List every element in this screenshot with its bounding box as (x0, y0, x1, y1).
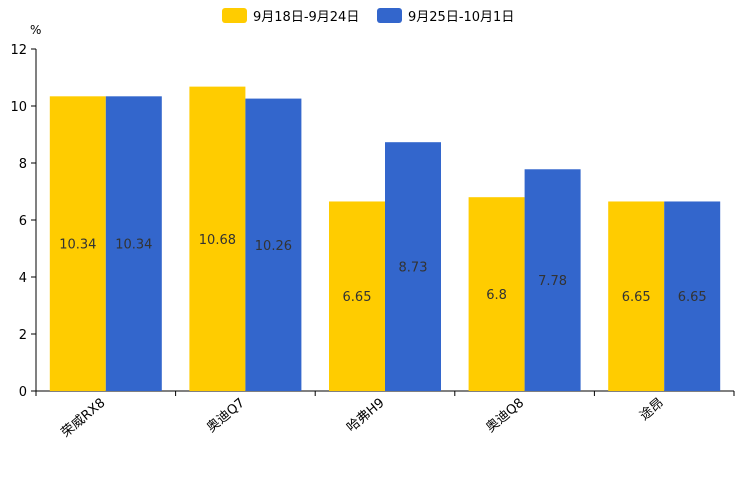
bar-value-label: 10.68 (199, 233, 236, 248)
bar-series-2 (664, 201, 721, 391)
x-category-label: 哈弗H9 (344, 396, 387, 436)
y-tick-label: 10 (10, 100, 27, 115)
x-category-label: 荣威RX8 (59, 396, 109, 441)
bar-series-1 (329, 201, 385, 391)
bar-value-label: 7.78 (538, 274, 567, 289)
data-labels: 10.34 10.68 6.65 6.8 6.65 10.34 10.26 8.73 7.78 6… (59, 233, 706, 305)
bar-series-2 (524, 169, 581, 391)
bar-series-1 (608, 201, 665, 391)
legend: 9月18日-9月24日 9月25日-10月1日 (222, 8, 514, 25)
bar-series-2 (105, 96, 162, 391)
y-axis: 0 2 4 6 8 10 12 (10, 43, 37, 400)
legend-label: 9月25日-10月1日 (408, 10, 514, 25)
bar-series-1 (468, 197, 525, 391)
y-tick-label: 0 (19, 385, 27, 400)
legend-swatch (222, 8, 247, 23)
y-tick-label: 6 (19, 214, 27, 229)
bar-value-label: 10.26 (255, 239, 292, 254)
legend-swatch (377, 8, 402, 23)
bar-series-2 (385, 142, 441, 391)
bar-value-label: 8.73 (399, 261, 428, 276)
x-category-label: 奥迪Q7 (204, 396, 248, 436)
y-tick-label: 2 (19, 328, 27, 343)
bar-series-2 (245, 98, 302, 391)
y-tick-label: 4 (19, 271, 27, 286)
bar-series-1 (189, 86, 246, 392)
bar-value-label: 6.65 (343, 290, 372, 305)
bar-series-1 (49, 96, 106, 391)
y-tick-label: 12 (10, 43, 27, 58)
x-axis: 荣威RX8 奥迪Q7 哈弗H9 奥迪Q8 途昂 (35, 390, 735, 441)
bars (49, 86, 721, 392)
bar-value-label: 6.65 (622, 290, 651, 305)
y-tick-label: 8 (19, 157, 27, 172)
bar-value-label: 6.8 (486, 288, 507, 303)
bar-value-label: 10.34 (59, 238, 96, 253)
legend-label: 9月18日-9月24日 (253, 10, 359, 25)
y-axis-unit-label: % (30, 23, 41, 37)
bar-value-label: 6.65 (678, 290, 707, 305)
bar-value-label: 10.34 (115, 238, 152, 253)
x-category-label: 奥迪Q8 (483, 396, 527, 436)
x-category-label: 途昂 (637, 395, 667, 424)
